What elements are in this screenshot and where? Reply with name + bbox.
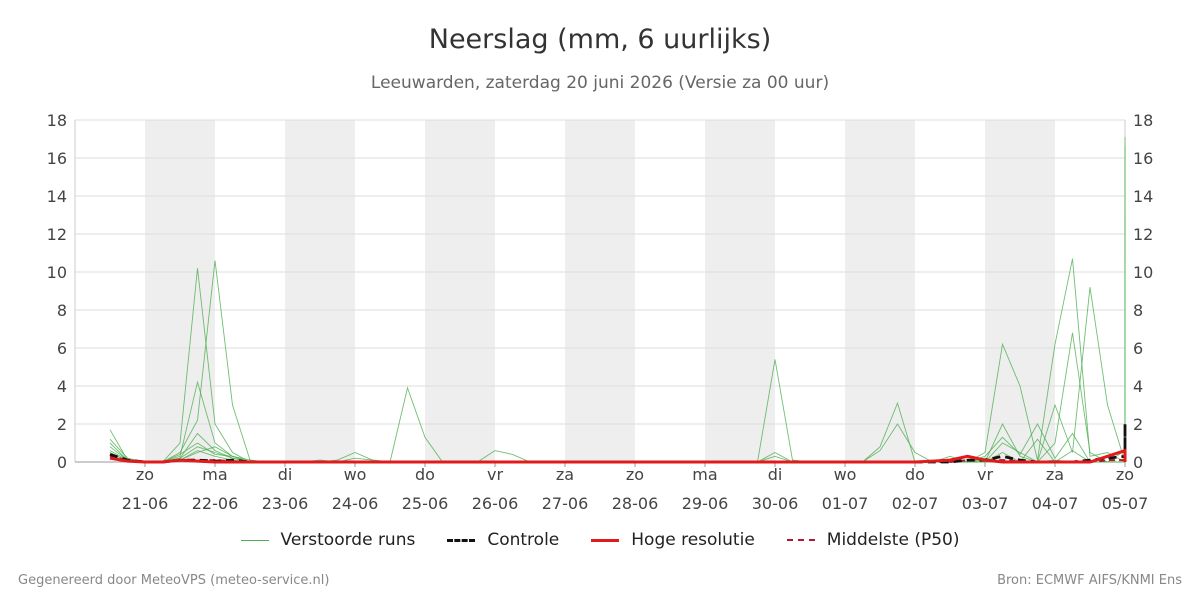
day-shade [285,120,355,462]
y-tick-label-right: 8 [1133,301,1143,320]
y-tick-label-right: 14 [1133,187,1153,206]
x-tick-date: 05-07 [1102,494,1149,513]
x-tick-date: 26-06 [472,494,519,513]
x-tick-weekday: di [768,465,783,484]
legend-label-perturbed: Verstoorde runs [280,530,416,550]
legend-swatch-high-res [591,538,620,542]
x-tick-date: 22-06 [192,494,239,513]
y-tick-label-left: 16 [47,149,67,168]
day-shade [705,120,775,462]
day-shade [985,120,1055,462]
chart-legend: Verstoorde runs Controle Hoge resolutie … [0,530,1200,550]
x-tick-date: 28-06 [612,494,659,513]
x-tick-date: 24-06 [332,494,379,513]
x-tick-weekday: ma [692,465,717,484]
y-tick-label-left: 6 [57,339,67,358]
y-tick-label-right: 12 [1133,225,1153,244]
x-tick-date: 27-06 [542,494,589,513]
y-tick-label-left: 10 [47,263,67,282]
legend-label-median: Middelste (P50) [826,530,960,550]
footer-generator: Gegenereerd door MeteoVPS (meteo-service… [18,573,330,588]
y-tick-label-right: 4 [1133,377,1143,396]
chart-title: Neerslag (mm, 6 uurlijks) [428,24,772,55]
x-tick-weekday: do [905,465,925,484]
x-tick-date: 23-06 [262,494,309,513]
day-shade [845,120,915,462]
y-tick-label-left: 0 [57,453,67,472]
x-tick-weekday: zo [1116,465,1134,484]
legend-swatch-control [447,538,476,542]
y-tick-label-right: 0 [1133,453,1143,472]
y-tick-label-right: 2 [1133,415,1143,434]
y-tick-label-left: 18 [47,111,67,130]
day-shade [145,120,215,462]
x-tick-date: 21-06 [122,494,169,513]
legend-label-control: Controle [487,530,560,550]
legend-item-median: Middelste (P50) [786,530,960,550]
x-tick-date: 30-06 [752,494,799,513]
high-res-line [109,448,1127,464]
y-tick-label-left: 14 [47,187,67,206]
day-shade [565,120,635,462]
x-tick-weekday: ma [202,465,227,484]
x-tick-weekday: wo [834,465,857,484]
y-tick-label-left: 2 [57,415,67,434]
y-tick-label-left: 12 [47,225,67,244]
y-tick-label-left: 8 [57,301,67,320]
x-tick-weekday: di [278,465,293,484]
footer-source: Bron: ECMWF AIFS/KNMI Ens [997,573,1182,588]
legend-label-high-res: Hoge resolutie [631,530,755,550]
x-tick-date: 29-06 [682,494,729,513]
x-tick-weekday: do [415,465,435,484]
chart-subtitle: Leeuwarden, zaterdag 20 juni 2026 (Versi… [370,73,830,93]
x-tick-weekday: zo [626,465,644,484]
x-tick-weekday: zo [136,465,154,484]
x-tick-date: 01-07 [822,494,869,513]
legend-swatch-perturbed [240,539,269,541]
day-shade [425,120,495,462]
legend-item-high-res: Hoge resolutie [591,530,755,550]
legend-swatch-median [786,539,815,541]
x-tick-weekday: za [1046,465,1064,484]
x-tick-weekday: vr [487,465,503,484]
y-tick-label-left: 4 [57,377,67,396]
legend-item-perturbed: Verstoorde runs [240,530,416,550]
x-tick-date: 02-07 [892,494,939,513]
x-tick-weekday: vr [977,465,993,484]
y-tick-label-right: 16 [1133,149,1153,168]
x-tick-weekday: za [556,465,574,484]
x-tick-date: 04-07 [1032,494,1079,513]
y-tick-label-right: 6 [1133,339,1143,358]
x-tick-date: 25-06 [402,494,449,513]
y-tick-label-right: 10 [1133,263,1153,282]
legend-item-control: Controle [447,530,559,550]
x-tick-date: 03-07 [962,494,1009,513]
x-tick-weekday: wo [344,465,367,484]
y-tick-label-right: 18 [1133,111,1153,130]
